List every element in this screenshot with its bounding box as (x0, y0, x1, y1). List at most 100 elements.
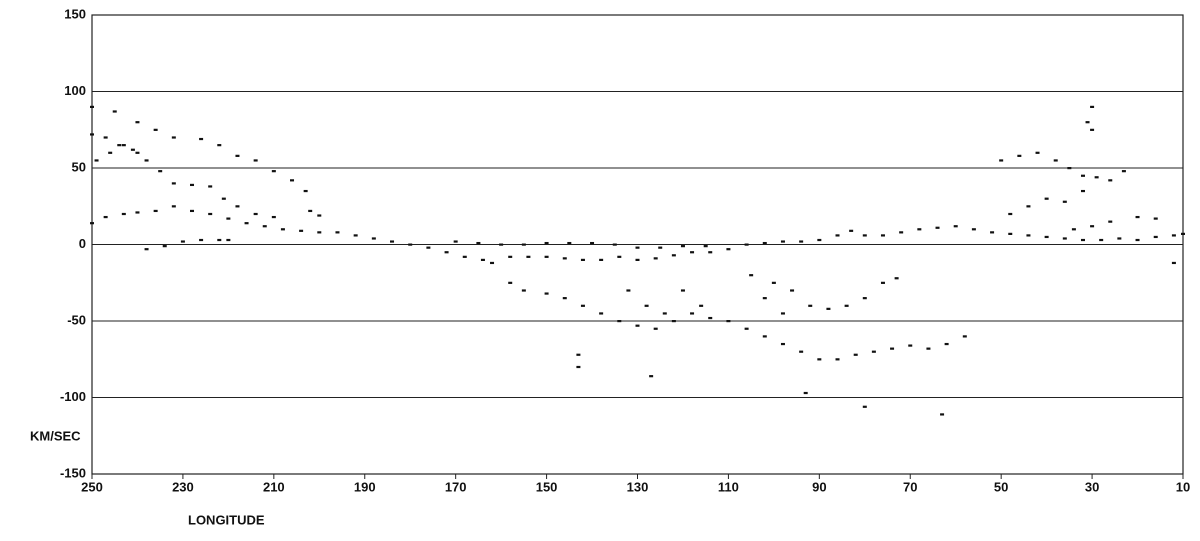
data-point (799, 240, 804, 243)
data-point (580, 304, 585, 307)
data-point (649, 375, 654, 378)
data-point (262, 225, 267, 228)
data-point (1135, 215, 1140, 219)
data-point (462, 255, 467, 258)
x-tick-label: 230 (172, 479, 194, 494)
data-point (703, 245, 708, 248)
data-point (644, 304, 649, 307)
data-point (171, 182, 176, 185)
data-point (253, 212, 258, 216)
x-tick-label: 150 (536, 479, 558, 494)
data-point (1090, 128, 1095, 131)
data-point (130, 148, 135, 151)
data-point (690, 251, 695, 254)
data-point (726, 248, 731, 251)
data-point (544, 255, 549, 258)
data-point (162, 245, 167, 248)
data-point (208, 185, 213, 188)
data-point (308, 209, 313, 213)
data-point (917, 228, 922, 231)
data-point (1026, 234, 1031, 237)
data-point (894, 277, 899, 280)
y-tick-label: 100 (64, 83, 86, 98)
data-point (749, 274, 754, 277)
x-tick-label: 90 (812, 479, 826, 494)
data-point (653, 257, 658, 260)
data-point (940, 413, 945, 416)
y-tick-label: 50 (72, 159, 86, 174)
data-point (171, 205, 176, 208)
data-point (562, 257, 567, 260)
data-point (290, 179, 295, 182)
data-point (153, 209, 158, 213)
data-point (1153, 217, 1158, 220)
x-tick-label: 130 (627, 479, 649, 494)
data-point (490, 261, 495, 265)
data-point (235, 154, 240, 157)
data-point (135, 121, 140, 124)
data-point (1108, 179, 1113, 182)
data-point (744, 243, 749, 246)
data-point (526, 255, 531, 258)
data-point (1080, 189, 1085, 193)
data-point (1080, 238, 1085, 242)
data-point (635, 258, 640, 261)
x-tick-label: 50 (994, 479, 1008, 494)
x-tick-label: 110 (718, 479, 739, 494)
data-point (635, 246, 640, 249)
data-point (544, 241, 549, 245)
data-point (217, 238, 222, 242)
data-point (90, 222, 94, 225)
data-point (871, 350, 876, 353)
data-point (303, 189, 308, 193)
data-point (780, 240, 785, 243)
y-tick-label: -50 (67, 312, 86, 327)
data-point (680, 245, 685, 248)
data-point (144, 248, 149, 251)
data-point (680, 289, 685, 292)
data-point (790, 289, 795, 292)
data-point (426, 246, 431, 249)
data-point (971, 228, 976, 231)
data-point (762, 297, 767, 300)
data-point (1094, 176, 1099, 179)
data-point (90, 133, 94, 136)
data-point (235, 205, 240, 208)
data-point (617, 320, 622, 323)
data-point (880, 281, 885, 284)
data-point (1026, 205, 1031, 208)
data-point (880, 234, 885, 237)
data-point (103, 136, 108, 139)
data-point (1035, 151, 1040, 154)
data-point (144, 159, 149, 162)
data-point (908, 344, 913, 347)
data-point (762, 241, 767, 245)
data-point (135, 151, 140, 154)
data-point (1171, 234, 1176, 237)
data-point (835, 234, 840, 237)
data-point (690, 312, 695, 315)
data-point (335, 231, 340, 234)
data-point (199, 238, 204, 242)
x-tick-label: 170 (445, 479, 467, 494)
data-point (780, 342, 785, 346)
data-point (180, 240, 185, 243)
data-point (817, 238, 822, 242)
x-tick-label: 190 (354, 479, 376, 494)
data-point (103, 215, 108, 219)
data-point (817, 358, 822, 361)
data-point (158, 170, 163, 173)
data-point (662, 312, 667, 315)
data-point (108, 151, 113, 154)
data-point (90, 105, 94, 108)
data-point (521, 289, 526, 292)
data-point (771, 281, 776, 284)
data-point (944, 342, 949, 346)
data-point (599, 258, 604, 261)
data-point (658, 246, 663, 249)
data-point (271, 170, 276, 173)
data-point (580, 258, 585, 261)
data-point (671, 320, 676, 323)
data-point (390, 240, 395, 243)
